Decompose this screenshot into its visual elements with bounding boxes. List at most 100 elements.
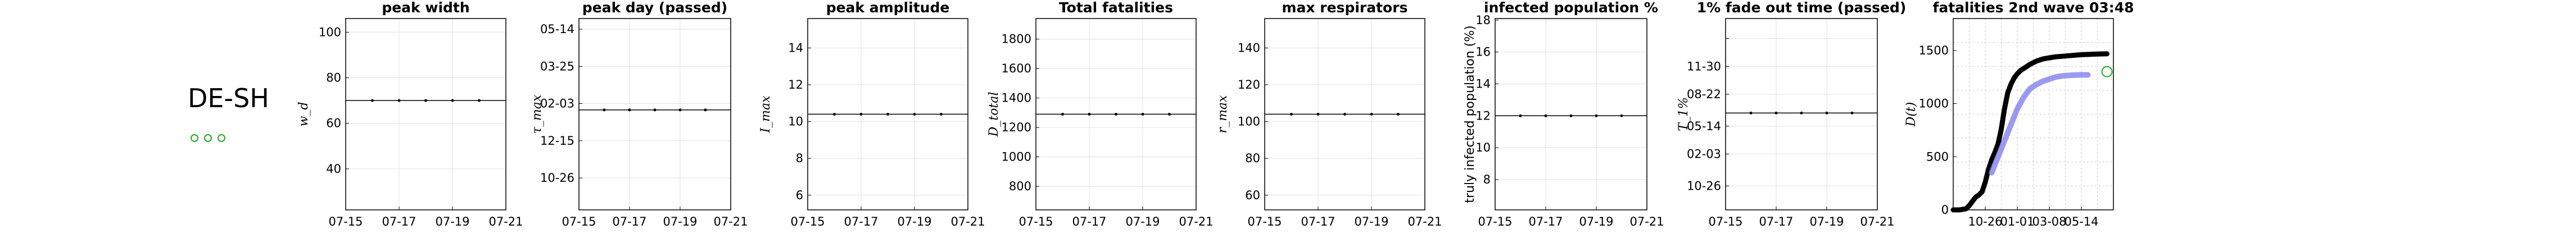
y-tick-label: 800 (1009, 180, 1031, 193)
y-axis-label: T_1% (1677, 97, 1691, 131)
y-tick-label: 10 (788, 115, 803, 129)
data-point (1569, 114, 1573, 117)
x-tick-label: 07-17 (844, 215, 878, 228)
x-tick-label: 07-21 (1179, 215, 1213, 228)
x-tick-label: 05-14 (2064, 215, 2098, 228)
y-axis-label: τ_max (530, 94, 544, 134)
x-tick-label: 07-17 (612, 215, 646, 228)
plot-frame (1495, 18, 1647, 210)
chart-title: peak width (382, 0, 469, 16)
x-tick-label: 07-17 (1528, 215, 1563, 228)
data-point (1800, 111, 1803, 114)
data-point (1290, 113, 1293, 116)
data-point (371, 99, 374, 102)
data-point (913, 113, 916, 116)
y-tick-label: 03-25 (540, 59, 574, 73)
y-tick-label: 120 (1238, 78, 1260, 91)
x-tick-label: 07-21 (488, 215, 523, 228)
y-tick-label: 80 (326, 71, 341, 85)
data-point (1595, 114, 1598, 117)
y-axis-label: D_total (987, 92, 1001, 137)
y-tick-label: 1400 (1002, 91, 1031, 105)
x-tick-label: 07-17 (1759, 215, 1793, 228)
y-axis-label: r_max (1216, 95, 1230, 133)
status-dot (218, 134, 225, 142)
y-tick-label: 12 (1475, 109, 1491, 122)
y-tick-label: 60 (326, 117, 341, 130)
y-tick-label: 02-03 (540, 97, 574, 111)
x-tick-label: 07-19 (1809, 215, 1844, 228)
y-tick-label: 1500 (1919, 44, 1949, 57)
y-tick-label: 6 (796, 189, 803, 202)
x-tick-label: 07-15 (790, 215, 825, 228)
status-dot (204, 134, 212, 142)
y-tick-label: 60 (1245, 189, 1260, 202)
data-point (678, 108, 682, 112)
y-tick-label: 05-14 (1687, 120, 1721, 133)
data-point (2101, 66, 2113, 77)
y-tick-label: 8 (1483, 173, 1491, 186)
y-tick-label: 1800 (1002, 33, 1031, 46)
y-tick-label: 14 (788, 41, 803, 54)
x-tick-label: 07-15 (1708, 215, 1742, 228)
data-point (1774, 111, 1778, 114)
x-tick-label: 07-21 (1860, 215, 1894, 228)
x-tick-label: 07-17 (1072, 215, 1106, 228)
y-tick-label: 1000 (1919, 97, 1949, 111)
data-point (1749, 111, 1753, 114)
y-tick-label: 1200 (1002, 121, 1031, 134)
x-tick-label: 01-01 (2000, 215, 2034, 228)
data-point (704, 108, 707, 112)
y-axis-label: w_d (297, 102, 311, 127)
data-point (1316, 113, 1320, 116)
plot-frame (345, 18, 506, 210)
y-tick-label: 16 (1475, 45, 1491, 59)
x-tick-label: 07-15 (562, 215, 596, 228)
x-tick-label: 07-19 (1579, 215, 1613, 228)
y-tick-label: 05-14 (540, 22, 574, 36)
chart-title: 1% fade out time (passed) (1697, 0, 1907, 16)
x-tick-label: 07-17 (1301, 215, 1335, 228)
y-tick-label: 500 (1926, 150, 1949, 163)
data-point (1061, 113, 1064, 116)
data-point (1544, 114, 1547, 117)
x-tick-label: 07-21 (713, 215, 748, 228)
data-point (833, 113, 836, 116)
x-tick-label: 07-21 (950, 215, 985, 228)
data-point (478, 99, 481, 102)
x-tick-label: 07-15 (1247, 215, 1282, 228)
chart-panel: Total fatalities 800 1000 1200 1400 1600 1800 0… (987, 0, 1214, 228)
x-tick-label: 07-19 (1125, 215, 1160, 228)
data-point (1168, 113, 1171, 116)
y-tick-label: 14 (1475, 77, 1491, 91)
data-point (1343, 113, 1346, 116)
x-tick-label: 10-26 (1968, 215, 2002, 228)
y-tick-label: 80 (1245, 152, 1260, 165)
x-tick-label: 07-19 (663, 215, 697, 228)
data-point (397, 99, 401, 102)
x-tick-label: 07-21 (1629, 215, 1664, 228)
chart-title: infected population % (1484, 0, 1658, 16)
y-tick-label: 0 (1941, 203, 1949, 217)
chart-title: max respirators (1282, 0, 1408, 16)
data-point (1370, 113, 1373, 116)
y-axis-label: truly infected population (%) (1463, 25, 1477, 203)
series-line (1989, 72, 2091, 176)
data-point (424, 99, 427, 102)
status-dot (191, 134, 198, 142)
data-point (628, 108, 631, 112)
y-tick-label: 100 (1238, 115, 1260, 129)
x-tick-label: 07-21 (1407, 215, 1442, 228)
y-tick-label: 11-30 (1687, 59, 1721, 73)
y-axis-label: I_max (759, 95, 773, 134)
chart-panel: infected population % 8 10 12 14 16 18 07-15 07-… (1463, 0, 1664, 228)
data-point (1115, 113, 1117, 116)
y-tick-label: 02-03 (1687, 148, 1721, 161)
y-tick-label: 12-15 (540, 134, 574, 148)
data-point (886, 113, 889, 116)
chart-title: Total fatalities (1059, 0, 1173, 16)
y-tick-label: 12 (788, 78, 803, 91)
x-tick-label: 07-15 (328, 215, 363, 228)
data-point (1825, 111, 1828, 114)
